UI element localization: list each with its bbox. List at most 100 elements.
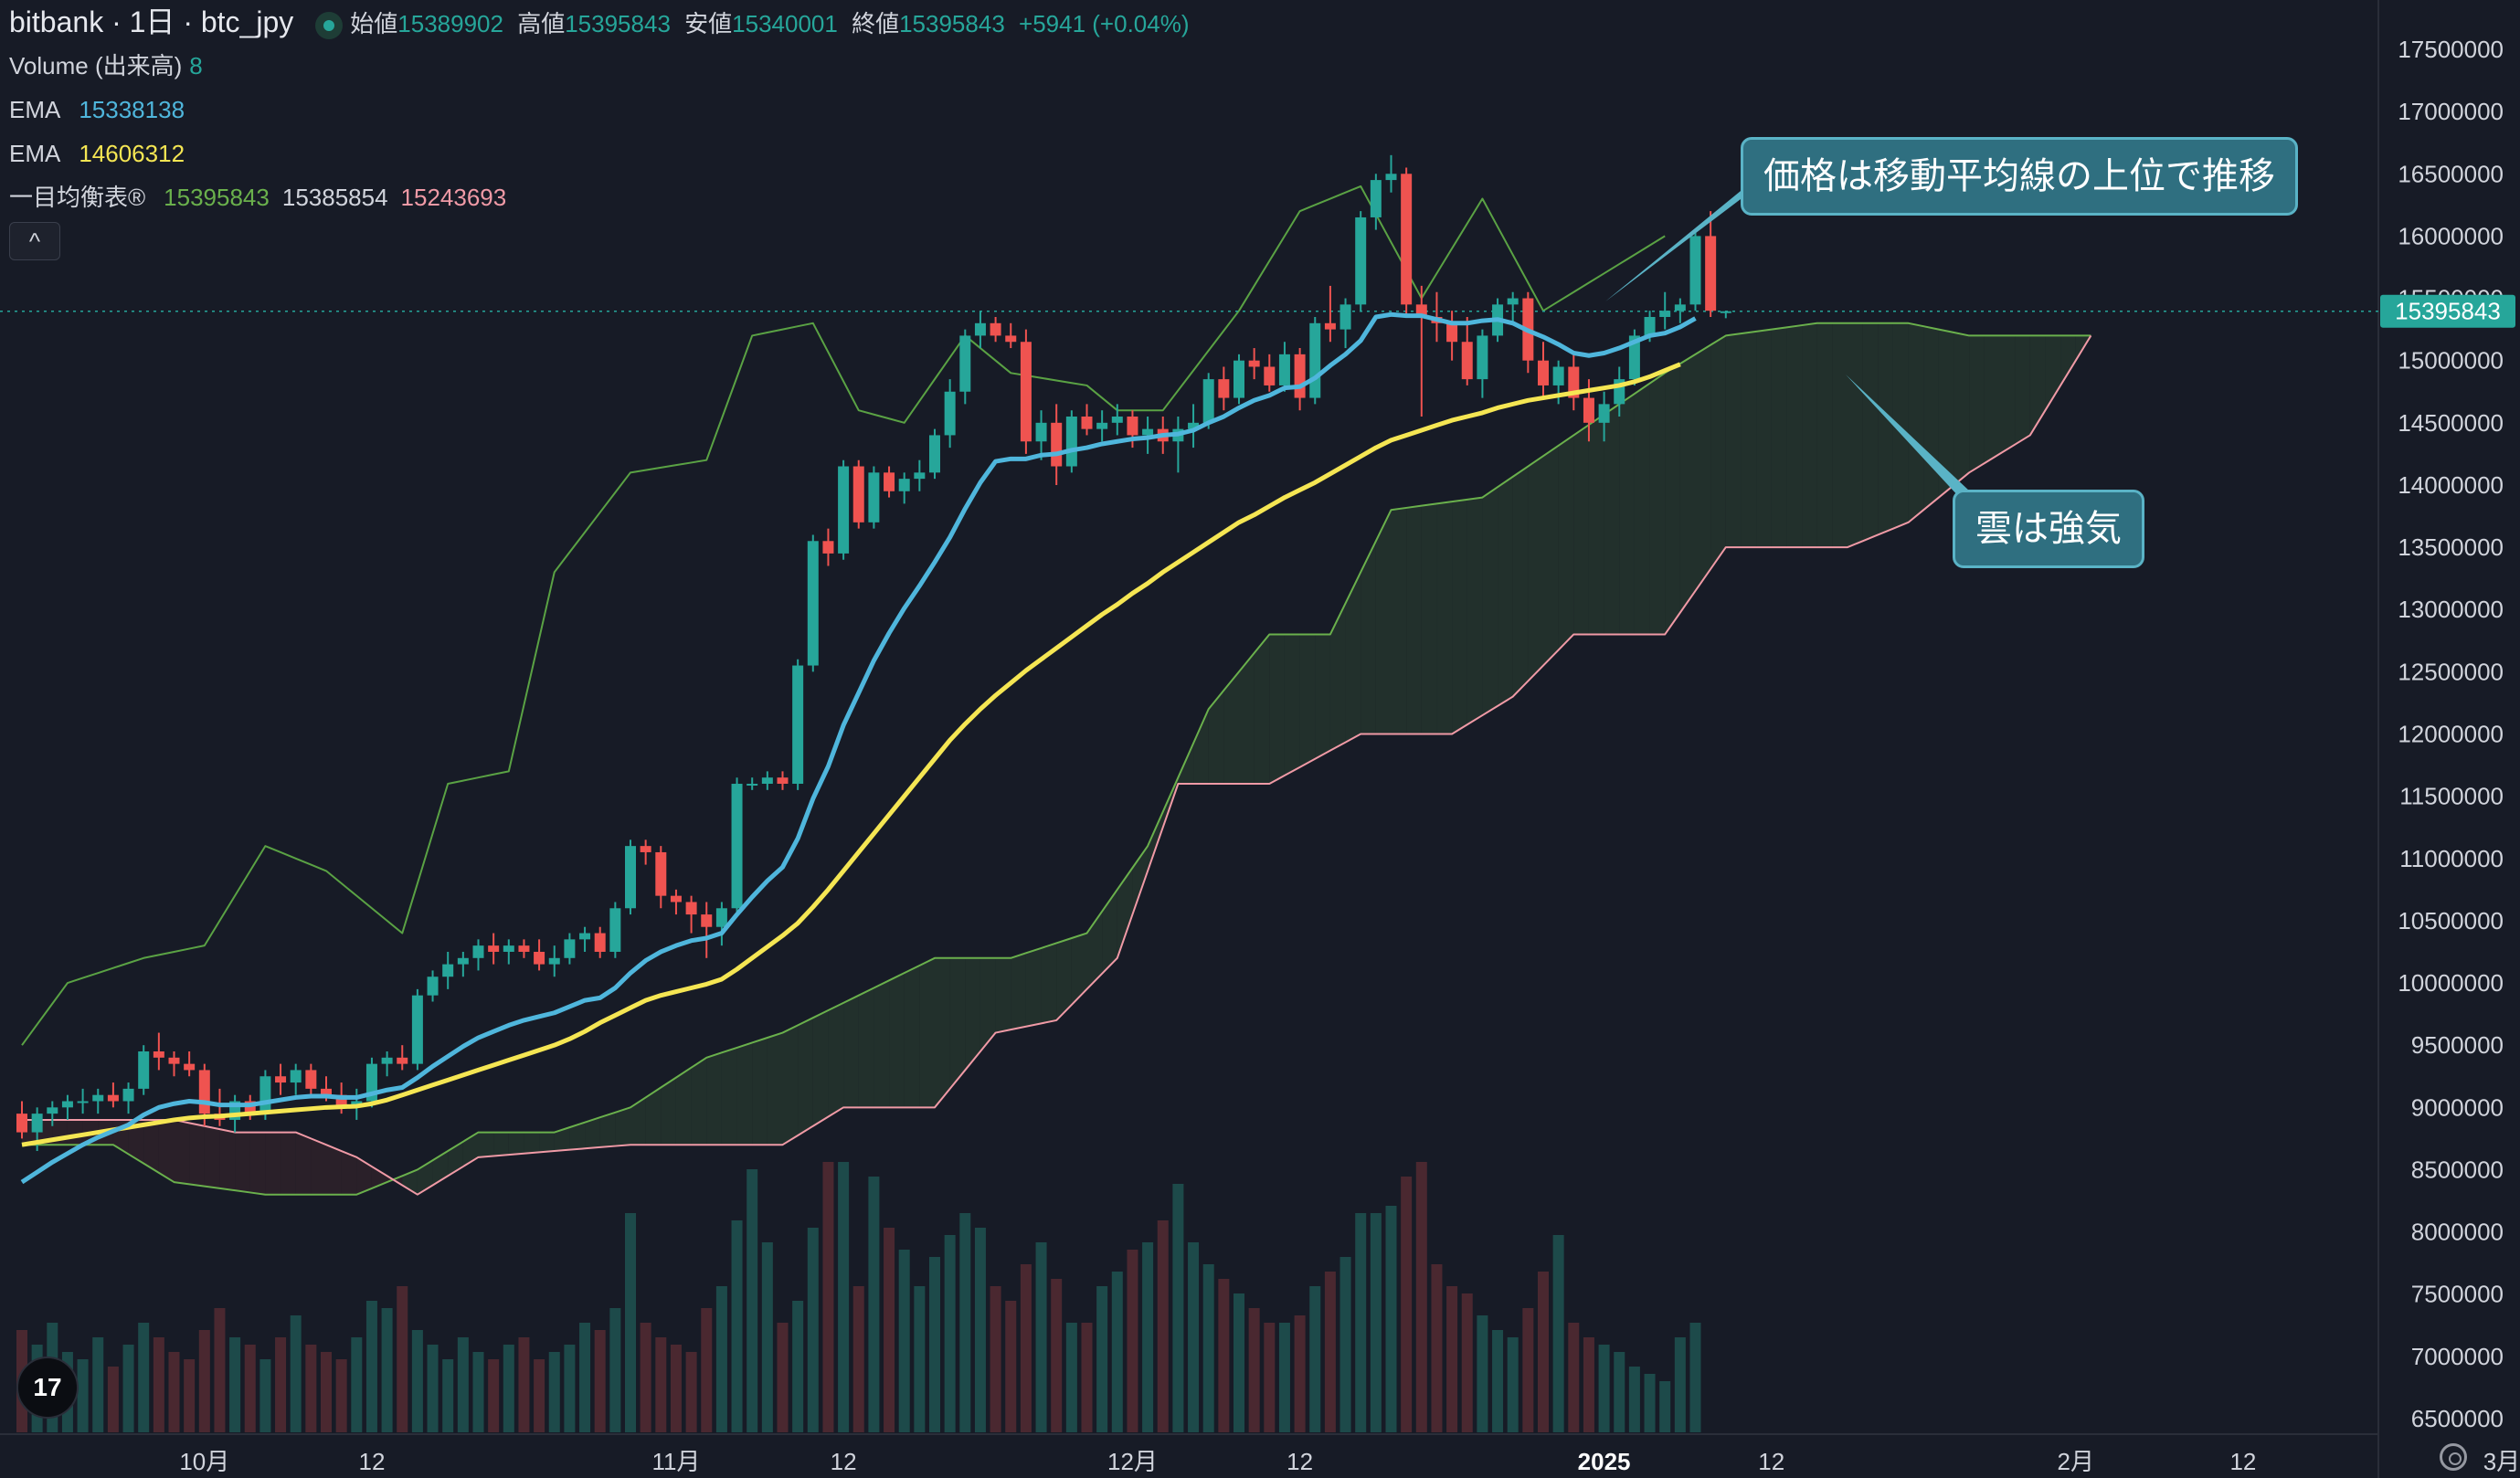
ichimoku-cloud-segment — [904, 965, 920, 1108]
candle-body — [259, 1076, 271, 1114]
ichimoku-cloud-segment — [1102, 889, 1117, 974]
volume-bar — [397, 1286, 408, 1432]
volume-bar — [1051, 1279, 1063, 1432]
volume-bar — [1020, 1264, 1032, 1432]
ichimoku-cloud-segment — [432, 1151, 449, 1186]
candle-body — [1188, 422, 1200, 429]
volume-bar — [335, 1359, 347, 1432]
legend-volume[interactable]: Volume (出来高) 8 — [9, 44, 210, 88]
candle-body — [442, 964, 454, 977]
ichimoku-cloud-segment — [1938, 329, 1954, 498]
callout-price-above-ma[interactable]: 価格は移動平均線の上位で推移 — [1741, 137, 2298, 216]
volume-bar — [1598, 1345, 1610, 1432]
volume-bar — [229, 1337, 241, 1432]
ichimoku-cloud-segment — [204, 1125, 220, 1188]
candle-body — [47, 1107, 58, 1114]
callout-price-pointer — [1605, 187, 1745, 301]
volume-bar — [1294, 1315, 1306, 1432]
volume-bar — [746, 1169, 758, 1432]
ichimoku-cloud-segment — [1315, 634, 1330, 759]
volume-bar — [548, 1352, 560, 1432]
candle-body — [1720, 311, 1731, 313]
price-tick-label: 10500000 — [2398, 907, 2504, 934]
ichimoku-cloud-segment — [1466, 497, 1483, 725]
volume-bar — [1355, 1213, 1367, 1432]
candle-body — [488, 945, 500, 952]
candle-body — [914, 472, 926, 480]
ichimoku-cloud-segment — [1786, 325, 1803, 548]
candle-body — [944, 391, 956, 436]
ichimoku-cloud-segment — [1025, 947, 1042, 1027]
ichimoku-cloud-segment — [189, 1123, 205, 1187]
candle-body — [746, 784, 758, 787]
low-label: 安値 — [684, 10, 733, 37]
ichimoku-cloud-segment — [235, 1132, 250, 1193]
volume-bar — [457, 1337, 469, 1432]
volume-bar — [1065, 1323, 1077, 1432]
callout-cloud-pointer — [1846, 375, 1970, 498]
ichimoku-cloud-segment — [1361, 541, 1376, 734]
ichimoku-cloud-segment — [1421, 503, 1437, 734]
ichimoku-cloud-segment — [691, 1057, 707, 1145]
candle-body — [1142, 428, 1154, 436]
ichimoku-cloud-segment — [1756, 329, 1772, 548]
price-tick-label: 13000000 — [2398, 596, 2504, 623]
volume-bar — [822, 1162, 834, 1432]
ichimoku-cloud-segment — [1482, 487, 1498, 716]
volume-bar — [974, 1228, 986, 1432]
ema-slow-line — [21, 362, 1681, 1147]
ichimoku-cloud-segment — [1406, 505, 1422, 734]
volume-bar — [1127, 1250, 1138, 1432]
candle-body — [807, 541, 819, 666]
candle-body — [92, 1094, 104, 1102]
ichimoku-cloud-segment — [1984, 335, 2000, 464]
ichimoku-cloud-segment — [1771, 327, 1787, 548]
volume-bar — [1659, 1381, 1671, 1432]
candle-body — [1705, 236, 1717, 311]
ichimoku-cloud-segment — [1710, 335, 1726, 569]
candle-body — [1568, 366, 1580, 398]
legend-ema-fast[interactable]: EMA 15338138 — [9, 88, 192, 132]
legend-ichimoku[interactable]: 一目均衡表® 15395843 15385854 15243693 — [9, 175, 514, 219]
symbol-title[interactable]: bitbank · 1日 · btc_jpy — [9, 5, 294, 38]
ichimoku-cloud-segment — [143, 1119, 159, 1173]
candle-body — [534, 951, 545, 965]
last-price-label: 15395843 — [2395, 298, 2501, 325]
high-label: 高値 — [517, 10, 566, 37]
candle-body — [701, 914, 713, 927]
ichimoku-cloud-segment — [935, 957, 950, 1108]
callout-cloud-bullish[interactable]: 雲は強気 — [1953, 490, 2144, 568]
time-tick-label: 12 — [1758, 1448, 1784, 1475]
collapse-legend-button[interactable]: ^ — [9, 222, 60, 260]
ema-fast-value: 15338138 — [79, 96, 185, 123]
volume-bar — [1568, 1323, 1580, 1432]
tradingview-logo-icon[interactable]: 17 — [16, 1357, 79, 1419]
volume-label: Volume (出来高) — [9, 52, 183, 79]
ichimoku-cloud-segment — [675, 1067, 692, 1145]
volume-bar — [777, 1323, 789, 1432]
candle-body — [503, 945, 514, 952]
volume-bar — [1461, 1293, 1473, 1432]
candle-body — [153, 1050, 164, 1058]
time-tick-label: 12月 — [1107, 1448, 1158, 1475]
gear-icon[interactable] — [2440, 1443, 2467, 1471]
ichimoku-cloud-segment — [1923, 326, 1939, 511]
candle-body — [929, 435, 940, 473]
legend-ema-slow[interactable]: EMA 14606312 — [9, 132, 192, 175]
candle-body — [1081, 417, 1093, 429]
time-tick-label: 2025 — [1578, 1448, 1631, 1475]
candle-body — [579, 933, 591, 940]
change-value: +5941 (+0.04%) — [1019, 10, 1190, 37]
ichimoku-cloud-segment — [828, 1002, 844, 1117]
ichimoku-cloud-segment — [311, 1138, 326, 1195]
ichimoku-cloud-segment — [569, 1122, 586, 1150]
ichimoku-cloud-segment — [295, 1132, 312, 1195]
volume-bar — [1477, 1315, 1488, 1432]
high-value: 15395843 — [565, 10, 671, 37]
ichimoku-cloud-segment — [128, 1119, 144, 1164]
candle-body — [305, 1070, 317, 1089]
volume-bar — [290, 1315, 302, 1432]
candle-body — [1446, 322, 1458, 343]
volume-bar — [1188, 1242, 1200, 1432]
